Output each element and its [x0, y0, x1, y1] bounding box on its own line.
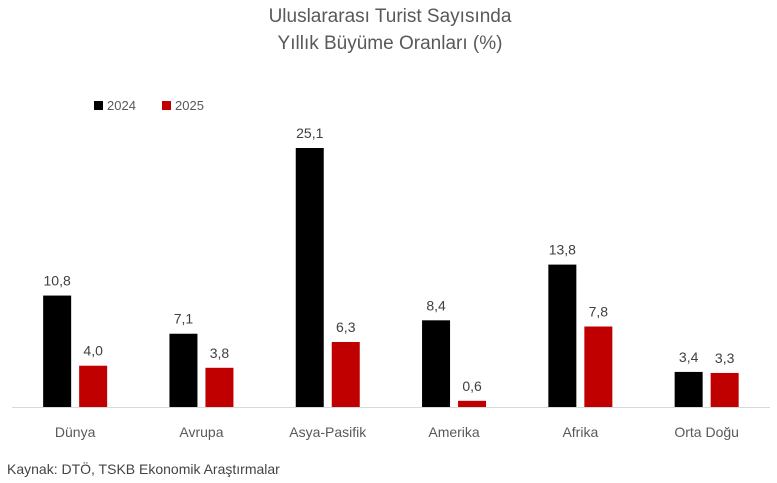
bar-2024 — [43, 295, 72, 407]
data-label-2024: 13,8 — [549, 242, 576, 258]
bar-2025 — [205, 367, 234, 407]
bar-2024 — [169, 333, 198, 407]
data-label-2025: 4,0 — [83, 343, 103, 359]
chart-title-line1: Uluslararası Turist Sayısında — [269, 6, 512, 27]
bar-2024 — [295, 148, 324, 407]
x-tick-label: Afrika — [562, 424, 598, 440]
x-tick-label: Dünya — [55, 424, 96, 440]
x-tick-label: Orta Doğu — [674, 424, 739, 440]
bar-2025 — [584, 326, 613, 407]
x-tick-label: Avrupa — [179, 424, 223, 440]
data-label-2024: 25,1 — [296, 125, 323, 141]
bar-2024 — [674, 371, 703, 407]
chart-title-line2: Yıllık Büyüme Oranları (%) — [278, 33, 503, 54]
data-label-2025: 0,6 — [462, 378, 482, 394]
legend: 2024 2025 — [94, 98, 204, 113]
data-label-2025: 6,3 — [336, 319, 356, 335]
legend-label-2024: 2024 — [107, 98, 136, 113]
data-label-2024: 7,1 — [174, 311, 194, 327]
legend-swatch-2025 — [162, 101, 171, 110]
bar-2024 — [422, 320, 451, 407]
bar-2025 — [331, 341, 360, 407]
legend-label-2025: 2025 — [175, 98, 204, 113]
x-tick-label: Amerika — [428, 424, 480, 440]
bar-2025 — [458, 400, 487, 407]
bar-2025 — [79, 365, 108, 407]
x-tick-label: Asya-Pasifik — [289, 424, 367, 440]
data-label-2025: 7,8 — [589, 304, 609, 320]
data-label-2024: 3,4 — [679, 349, 699, 365]
bar-2024 — [548, 264, 577, 407]
data-label-2025: 3,3 — [715, 350, 735, 366]
source-note: Kaynak: DTÖ, TSKB Ekonomik Araştırmalar — [7, 461, 280, 477]
data-label-2025: 3,8 — [210, 345, 230, 361]
data-label-2024: 8,4 — [426, 297, 446, 313]
data-label-2024: 10,8 — [44, 273, 71, 289]
bar-2025 — [710, 372, 739, 407]
legend-swatch-2024 — [94, 101, 103, 110]
